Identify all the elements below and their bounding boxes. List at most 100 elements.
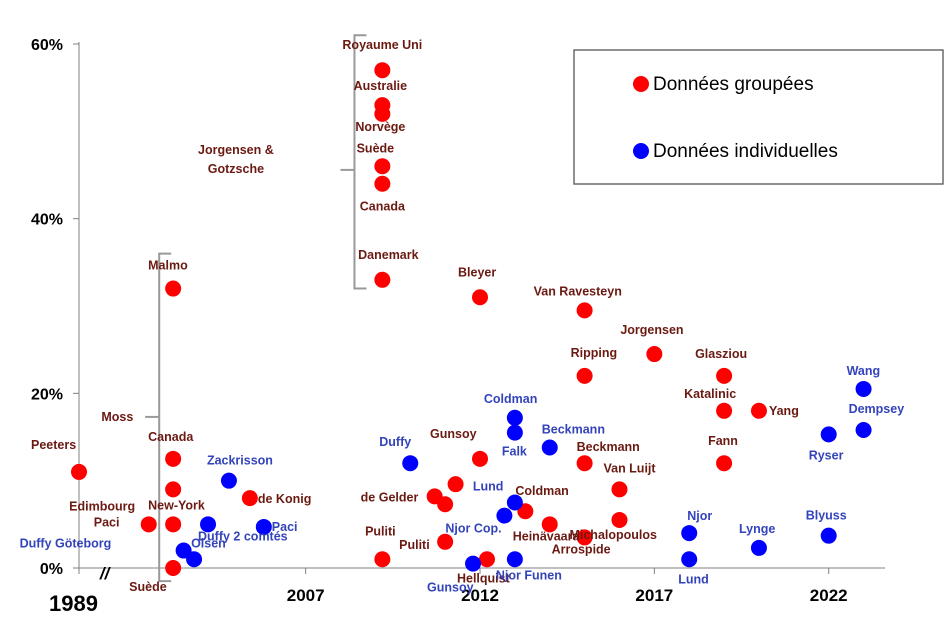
red-point (716, 402, 733, 419)
red-point (165, 450, 182, 467)
red-point-label: Fann (708, 434, 738, 448)
blue-point (186, 551, 203, 568)
blue-point (496, 507, 513, 524)
y-tick-label: 40% (31, 212, 63, 229)
red-point (241, 490, 258, 507)
legend-marker (633, 143, 649, 159)
red-point (716, 455, 733, 472)
red-point-label: Puliti (365, 524, 396, 538)
red-point-label: Suède (129, 580, 167, 594)
legend-box (573, 49, 944, 185)
red-point (374, 62, 391, 79)
red-point-label: Coldman (515, 484, 568, 498)
red-point-label: Australie (354, 79, 408, 93)
red-point-label: Katalinic (684, 387, 736, 401)
red-point-label: Glasziou (695, 347, 747, 361)
blue-point (820, 426, 837, 443)
red-point-label: Suède (357, 141, 395, 155)
blue-point-label: Duffy (379, 435, 411, 449)
red-point (374, 175, 391, 192)
blue-point (220, 472, 237, 489)
blue-point-label: Duffy Göteborg (20, 537, 112, 551)
red-point-label: Edimbourg (69, 499, 135, 513)
x-tick-label: 1989 (49, 591, 98, 616)
blue-point (506, 424, 523, 441)
red-point (472, 450, 488, 467)
red-point (374, 105, 391, 122)
red-point-label: Gunsoy (430, 427, 477, 441)
blue-point (855, 422, 872, 439)
red-point-label: Paci (94, 515, 120, 529)
red-point-label: Peeters (31, 438, 76, 452)
blue-point-label: Olsen (191, 536, 226, 550)
red-point-label: Danemark (358, 248, 418, 262)
red-point-label: Canada (148, 430, 194, 444)
red-point (576, 302, 593, 319)
red-point-label: Puliti (399, 538, 430, 552)
blue-point-label: Beckmann (542, 422, 605, 436)
red-point (447, 476, 464, 493)
blue-point-label: Lund (473, 480, 504, 494)
legend-marker (633, 76, 649, 92)
red-point (576, 529, 593, 546)
blue-point-label: Coldman (484, 392, 537, 406)
red-point (478, 551, 495, 568)
red-point (437, 496, 454, 513)
blue-point-label: Paci (272, 520, 298, 534)
red-point (611, 481, 628, 498)
axes: 0% 20% 40% 60% 1989 2007 2012 2017 2022 // (31, 37, 885, 616)
red-point (517, 503, 534, 520)
red-point-label: Hellquist (457, 571, 511, 585)
red-point-label: Bleyer (458, 265, 496, 279)
brackets: Moss Jorgensen & Gotzsche (101, 34, 367, 583)
red-point-label: Beckmann (577, 440, 640, 454)
x-tick-label: 2012 (461, 586, 499, 605)
red-point (165, 280, 182, 297)
x-tick-label: 2022 (810, 586, 848, 605)
blue-point (681, 525, 698, 542)
red-point (541, 516, 558, 533)
red-point-label: Michalopoulos (569, 528, 657, 542)
y-tick-label: 0% (40, 561, 63, 578)
red-point (750, 402, 767, 419)
red-point (140, 516, 157, 533)
bracket-label: Jorgensen & (198, 143, 274, 157)
red-point (374, 551, 391, 568)
blue-point (681, 551, 698, 568)
legend-label: Données individuelles (653, 141, 838, 162)
bracket-label: Moss (101, 410, 133, 424)
blue-point (465, 555, 482, 572)
axis-break-mark: // (99, 564, 112, 583)
blue-point-label: Gunsoy (427, 581, 474, 595)
red-point-label: Yang (769, 404, 799, 418)
red-point-label: de Konig (258, 492, 311, 506)
blue-point-label: Njor Funen (496, 568, 562, 582)
blue-point (506, 551, 523, 568)
bracket-line (353, 34, 367, 290)
x-tick-label: 2017 (635, 586, 673, 605)
blue-point-label: Njor Cop. (445, 522, 501, 536)
red-point (165, 516, 182, 533)
red-point (374, 271, 391, 288)
red-point (374, 158, 391, 175)
blue-point (855, 380, 872, 397)
blue-point (506, 494, 523, 511)
red-point-label: Malmo (148, 259, 188, 273)
y-tick-label: 20% (31, 386, 63, 403)
blue-point-label: Ryser (809, 448, 844, 462)
red-point-label: Canada (360, 200, 406, 214)
point-labels: Peeters Paci Malmo Canada Edimbourg New-York S… (20, 38, 905, 594)
red-point (576, 367, 593, 384)
blue-point (402, 455, 419, 472)
red-point-label: de Gelder (361, 490, 419, 504)
bracket-line (158, 252, 172, 583)
y-tick-label: 60% (31, 37, 63, 54)
blue-point-label: Njor (687, 509, 712, 523)
red-point (716, 367, 733, 384)
legend-label: Données groupées (653, 74, 814, 95)
red-point-label: Ripping (571, 346, 618, 360)
red-point-label: Arrospide (552, 542, 611, 556)
red-point-label: New-York (148, 498, 205, 512)
blue-point-label: Duffy 2 comtés (198, 529, 288, 543)
red-point (472, 289, 488, 306)
